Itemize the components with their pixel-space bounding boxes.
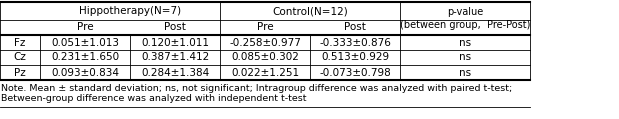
Text: 0.284±1.384: 0.284±1.384	[141, 67, 209, 77]
Text: 0.120±1.011: 0.120±1.011	[141, 37, 209, 47]
Text: 0.093±0.834: 0.093±0.834	[51, 67, 119, 77]
Text: 0.513±0.929: 0.513±0.929	[321, 52, 389, 62]
Text: 0.051±1.013: 0.051±1.013	[51, 37, 119, 47]
Text: Pre: Pre	[257, 22, 274, 32]
Text: Cz: Cz	[14, 52, 27, 62]
Text: ns: ns	[459, 52, 471, 62]
Text: -0.258±0.977: -0.258±0.977	[229, 37, 301, 47]
Text: Fz: Fz	[14, 37, 25, 47]
Text: ns: ns	[459, 37, 471, 47]
Text: Between-group difference was analyzed with independent t-test: Between-group difference was analyzed wi…	[1, 94, 306, 103]
Text: -0.333±0.876: -0.333±0.876	[319, 37, 391, 47]
Text: Note. Mean ± standard deviation; ns, not significant; Intragroup difference was : Note. Mean ± standard deviation; ns, not…	[1, 84, 513, 93]
Text: 0.022±1.251: 0.022±1.251	[231, 67, 299, 77]
Text: 0.085±0.302: 0.085±0.302	[231, 52, 299, 62]
Text: ns: ns	[459, 67, 471, 77]
Text: Pre: Pre	[77, 22, 93, 32]
Text: Post: Post	[164, 22, 186, 32]
Text: Post: Post	[344, 22, 366, 32]
Text: 0.387±1.412: 0.387±1.412	[141, 52, 209, 62]
Text: Hippotherapy(N=7): Hippotherapy(N=7)	[79, 6, 181, 16]
Text: Control(N=12): Control(N=12)	[272, 6, 348, 16]
Text: -0.073±0.798: -0.073±0.798	[319, 67, 391, 77]
Text: p-value
(between group,  Pre-Post): p-value (between group, Pre-Post)	[400, 7, 530, 30]
Text: Pz: Pz	[14, 67, 26, 77]
Text: 0.231±1.650: 0.231±1.650	[51, 52, 119, 62]
